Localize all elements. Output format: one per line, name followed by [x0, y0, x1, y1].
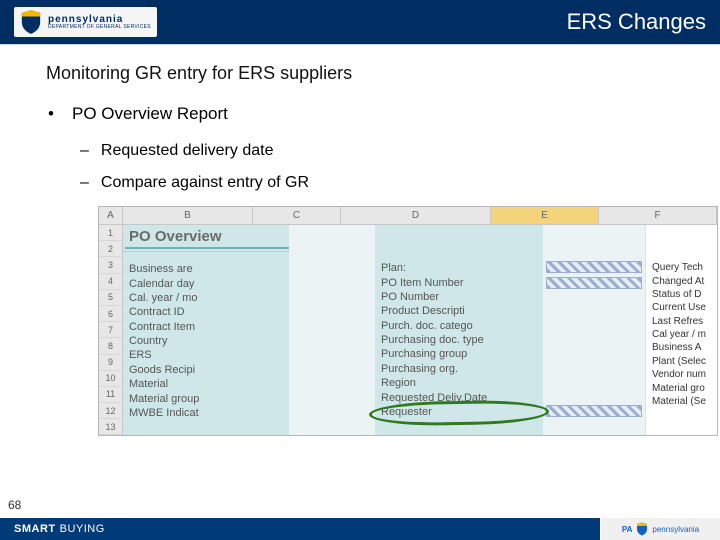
sub-bullet-text: Compare against entry of GR — [101, 174, 309, 192]
row-number: 9 — [99, 355, 122, 371]
bullet-level2: – Compare against entry of GR — [80, 174, 700, 192]
field-label: Purch. doc. catego — [375, 319, 543, 333]
bullet-dot: • — [46, 104, 56, 124]
footer-state-logo: PA pennsylvania — [600, 518, 720, 540]
hatch-fill — [546, 261, 642, 273]
field-label: Business A — [646, 341, 717, 354]
field-panel-right: Query TechChanged AtStatus of DCurrent U… — [645, 225, 717, 435]
field-label: Region — [375, 376, 543, 390]
bullet-level2: – Requested delivery date — [80, 142, 700, 160]
state-logo: pennsylvania DEPARTMENT OF GENERAL SERVI… — [14, 7, 157, 37]
row-number: 4 — [99, 274, 122, 290]
row-number: 13 — [99, 419, 122, 435]
field-panel-left: PO Overview Business areCalendar dayCal.… — [123, 225, 289, 435]
row-number: 10 — [99, 371, 122, 387]
col-header: A — [99, 207, 123, 224]
row-number: 5 — [99, 290, 122, 306]
row-number: 12 — [99, 403, 122, 419]
row-number: 8 — [99, 338, 122, 354]
spreadsheet-column-headers: A B C D E F — [99, 207, 717, 225]
slide-title: ERS Changes — [567, 9, 706, 35]
shield-icon — [636, 522, 648, 536]
field-list-d: Plan:PO Item NumberPO NumberProduct Desc… — [375, 251, 543, 419]
hatch-column — [543, 225, 645, 435]
row-number: 7 — [99, 322, 122, 338]
field-label: Material (Se — [646, 395, 717, 408]
logo-state-text: pennsylvania — [48, 15, 151, 25]
section-title: Monitoring GR entry for ERS suppliers — [46, 63, 700, 84]
field-label: Purchasing doc. type — [375, 333, 543, 347]
slide-body: Monitoring GR entry for ERS suppliers • … — [0, 45, 720, 436]
field-label: Requester — [375, 405, 543, 419]
gap-column — [289, 225, 375, 435]
field-label: Current Use — [646, 301, 717, 314]
slide-header: pennsylvania DEPARTMENT OF GENERAL SERVI… — [0, 0, 720, 44]
field-label: Status of D — [646, 288, 717, 301]
field-label: Last Refres — [646, 315, 717, 328]
sub-bullet-text: Requested delivery date — [101, 142, 274, 160]
field-label: PO Number — [375, 290, 543, 304]
row-number-gutter: 12345678910111213 — [99, 225, 123, 435]
logo-dept-text: DEPARTMENT OF GENERAL SERVICES — [48, 25, 151, 30]
field-label: Purchasing group — [375, 347, 543, 361]
footer-pa: PA — [622, 525, 633, 534]
bullet-text: PO Overview Report — [72, 104, 228, 124]
col-header: B — [123, 207, 253, 224]
field-label: ERS — [123, 348, 289, 362]
page-number: 68 — [8, 498, 21, 512]
field-label: Query Tech — [646, 261, 717, 274]
shield-icon — [20, 9, 42, 35]
field-label: Material gro — [646, 381, 717, 394]
field-label: Plan: — [375, 261, 543, 275]
field-label: Cal. year / mo — [123, 291, 289, 305]
slide-footer: SMART BUYING PA pennsylvania — [0, 518, 720, 540]
hatch-fill — [546, 277, 642, 289]
row-number: 6 — [99, 306, 122, 322]
field-label: Product Descripti — [375, 304, 543, 318]
hatch-fill — [546, 405, 642, 417]
field-label: PO Item Number — [375, 275, 543, 289]
field-panel-mid: Plan:PO Item NumberPO NumberProduct Desc… — [375, 225, 543, 435]
field-label: Vendor num — [646, 368, 717, 381]
footer-buying: BUYING — [60, 523, 105, 535]
footer-penn: pennsylvania — [652, 525, 699, 534]
field-label: Calendar day — [123, 276, 289, 290]
col-header: F — [599, 207, 717, 224]
field-label: Business are — [123, 262, 289, 276]
field-label: Purchasing org. — [375, 362, 543, 376]
field-label: Cal year / m — [646, 328, 717, 341]
field-label: Goods Recipi — [123, 363, 289, 377]
row-number: 2 — [99, 241, 122, 257]
po-overview-screenshot: A B C D E F 12345678910111213 PO Overvie… — [98, 206, 718, 436]
field-label: Requested Deliv.Date — [375, 390, 543, 404]
col-header: D — [341, 207, 491, 224]
field-label: Material — [123, 377, 289, 391]
footer-brand: SMART BUYING — [0, 518, 600, 540]
bullet-level1: • PO Overview Report — [46, 104, 700, 124]
field-label: Contract ID — [123, 305, 289, 319]
field-label: Material group — [123, 391, 289, 405]
row-number: 1 — [99, 225, 122, 241]
field-label: Changed At — [646, 274, 717, 287]
field-list-f: Query TechChanged AtStatus of DCurrent U… — [646, 251, 717, 408]
field-label: Plant (Selec — [646, 355, 717, 368]
spreadsheet-body: 12345678910111213 PO Overview Business a… — [99, 225, 717, 435]
dash-icon: – — [80, 142, 89, 160]
footer-smart: SMART — [14, 523, 56, 535]
field-label: MWBE Indicat — [123, 406, 289, 420]
dash-icon: – — [80, 174, 89, 192]
col-header-highlighted: E — [491, 207, 599, 224]
field-label: Country — [123, 334, 289, 348]
field-list-b: Business areCalendar dayCal. year / moCo… — [123, 252, 289, 420]
col-header: C — [253, 207, 341, 224]
row-number: 11 — [99, 387, 122, 403]
row-number: 3 — [99, 257, 122, 273]
field-label: Contract Item — [123, 320, 289, 334]
